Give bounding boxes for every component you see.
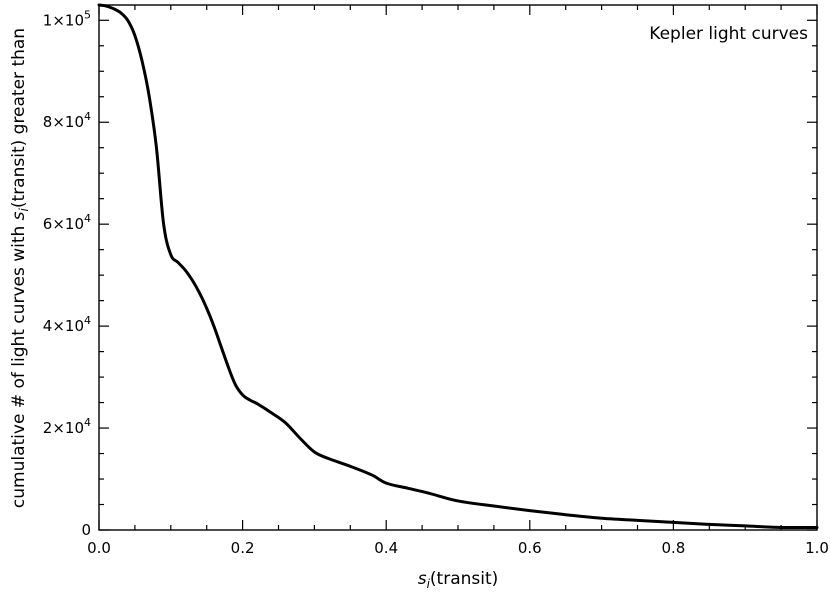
x-axis-title-symbol: s — [418, 569, 427, 589]
x-tick-label: 1.0 — [805, 539, 829, 557]
plot-frame — [98, 4, 818, 531]
y-axis-title: cumulative # of light curves with si(tra… — [9, 28, 31, 508]
y-tick-label: 1×105 — [43, 8, 91, 29]
x-axis-title-suffix: (transit) — [430, 569, 498, 589]
x-axis-ticks: 0.0 0.2 0.4 0.6 0.8 1.0 — [87, 5, 829, 557]
y-tick-label: 8×104 — [43, 110, 91, 131]
y-tick-label: 4×104 — [43, 314, 91, 335]
x-tick-label: 0.4 — [374, 539, 398, 557]
x-tick-label: 0.8 — [661, 539, 685, 557]
x-tick-label: 0.6 — [518, 539, 542, 557]
y-tick-label: 0 — [81, 521, 91, 539]
y-axis-ticks: 0 2×104 4×104 6×104 8×104 1×105 — [43, 8, 817, 539]
y-axis-title-prefix: cumulative # of light curves with — [9, 220, 29, 508]
y-axis-title-subscript: i — [17, 207, 31, 211]
series-line — [97, 3, 819, 530]
y-tick-label: 2×104 — [43, 416, 91, 437]
y-tick-label: 6×104 — [43, 212, 91, 233]
x-axis-title-subscript: i — [427, 577, 431, 591]
chart-annotation: Kepler light curves — [649, 24, 808, 44]
x-tick-label: 0.2 — [231, 539, 255, 557]
x-axis-title: si(transit) — [418, 569, 499, 591]
y-axis-title-suffix: (transit) greater than — [9, 28, 29, 208]
x-tick-label: 0.0 — [87, 539, 111, 557]
y-axis-title-symbol: s — [9, 211, 29, 220]
